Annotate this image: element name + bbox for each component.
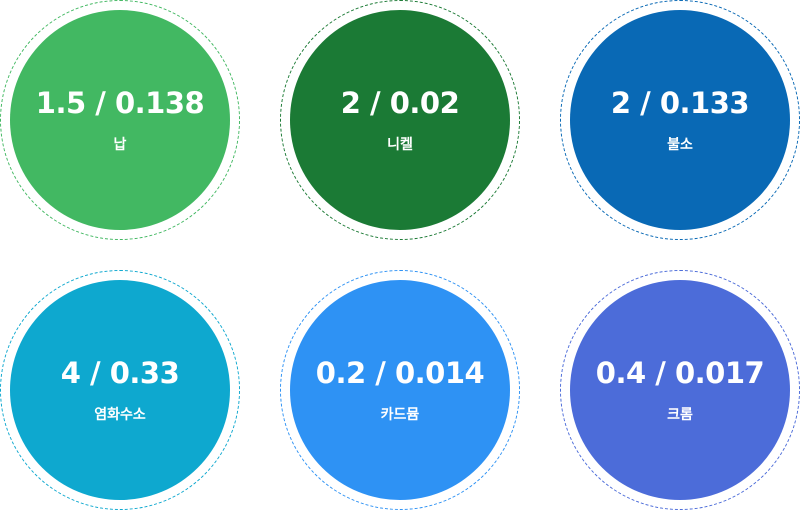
- limit-value: 0.4 / 0.017: [595, 355, 765, 390]
- limit-value: 4 / 0.33: [60, 355, 180, 390]
- badge-disc: 4 / 0.33 염화수소: [10, 280, 230, 500]
- badge-disc: 1.5 / 0.138 납: [10, 10, 230, 230]
- substance-badge-hydrogen-chloride: 4 / 0.33 염화수소: [0, 270, 240, 510]
- limit-value: 0.2 / 0.014: [315, 355, 485, 390]
- substance-badge-nickel: 2 / 0.02 니켈: [280, 0, 520, 240]
- substance-name: 니켈: [387, 136, 413, 153]
- limit-value: 2 / 0.133: [610, 85, 750, 120]
- substance-name: 납: [113, 136, 127, 153]
- substance-badge-lead: 1.5 / 0.138 납: [0, 0, 240, 240]
- substance-badge-chromium: 0.4 / 0.017 크롬: [560, 270, 800, 510]
- badge-disc: 0.2 / 0.014 카드뮴: [290, 280, 510, 500]
- limit-value: 2 / 0.02: [340, 85, 460, 120]
- badge-disc: 2 / 0.02 니켈: [290, 10, 510, 230]
- substance-name: 염화수소: [94, 406, 146, 423]
- badge-disc: 0.4 / 0.017 크롬: [570, 280, 790, 500]
- substance-badge-cadmium: 0.2 / 0.014 카드뮴: [280, 270, 520, 510]
- substance-name: 크롬: [667, 406, 693, 423]
- substance-name: 불소: [667, 136, 693, 153]
- substance-name: 카드뮴: [380, 406, 420, 423]
- badge-disc: 2 / 0.133 불소: [570, 10, 790, 230]
- substance-badge-fluorine: 2 / 0.133 불소: [560, 0, 800, 240]
- limit-value: 1.5 / 0.138: [35, 85, 205, 120]
